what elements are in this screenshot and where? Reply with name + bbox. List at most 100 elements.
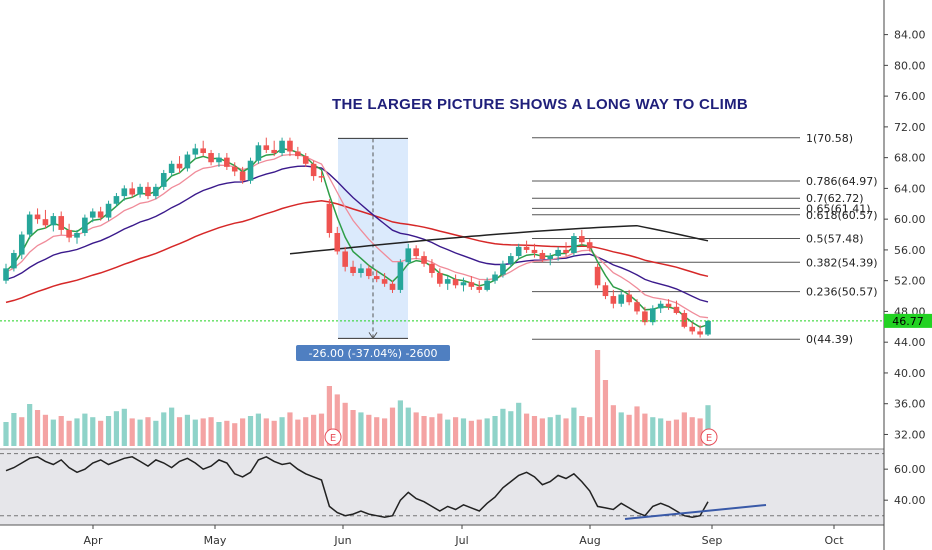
fib-level-label: 0.7(62.72) <box>806 192 864 205</box>
volume-bar <box>437 413 443 446</box>
candle-body <box>586 242 593 249</box>
volume-bar <box>342 402 348 446</box>
time-tick-label: Jun <box>333 534 351 547</box>
volume-bar <box>121 408 127 446</box>
earnings-marker <box>324 428 342 446</box>
candle-body <box>192 148 199 155</box>
volume-bar <box>681 412 687 446</box>
volume-bar <box>105 416 112 446</box>
volume-bar <box>366 414 372 446</box>
volume-bar <box>350 410 356 446</box>
volume-bar <box>295 419 301 446</box>
chart-title: THE LARGER PICTURE SHOWS A LONG WAY TO C… <box>332 96 748 113</box>
candle-body <box>429 263 435 273</box>
price-tick-label: 36.00 <box>894 398 926 411</box>
volume-bar <box>650 417 656 446</box>
volume-bar <box>240 418 246 446</box>
candle-body <box>468 282 475 287</box>
volume-bar <box>421 416 427 446</box>
volume-bar <box>303 417 309 446</box>
time-tick-label: Sep <box>702 534 723 547</box>
earnings-marker <box>700 428 718 446</box>
time-tick-label: Oct <box>824 534 844 547</box>
volume-bar <box>200 418 206 446</box>
candle-body <box>437 272 443 284</box>
candle-body <box>350 266 356 273</box>
volume-bar <box>255 413 262 446</box>
candle-body <box>105 203 112 218</box>
measure-badge-label: -26.00 (-37.04%) -2600 <box>309 347 438 360</box>
candle-body <box>263 145 270 150</box>
candle-body <box>634 302 640 312</box>
candle-body <box>121 188 128 197</box>
candle-body <box>460 282 467 286</box>
moving-averages <box>5 148 709 329</box>
candle-body <box>405 248 412 263</box>
fib-level-label: 0(44.39) <box>806 333 853 346</box>
candle-body <box>342 251 348 267</box>
candle-body <box>500 263 506 275</box>
candle-body <box>279 140 285 154</box>
candle-body <box>239 171 246 181</box>
price-tick-label: 44.00 <box>894 336 926 349</box>
candle-body <box>271 149 277 154</box>
price-tick-label: 32.00 <box>894 428 926 441</box>
current-price-badge <box>884 313 932 328</box>
measure-badge <box>296 345 450 361</box>
volume-bar <box>468 420 474 446</box>
volume-bar <box>34 410 41 446</box>
fib-level-label: 0.65(61.41) <box>806 202 871 215</box>
candle-body <box>334 232 341 252</box>
ma-pink-line <box>5 153 709 319</box>
candle-body <box>184 154 191 169</box>
volume-bar <box>689 417 695 446</box>
candle-body <box>50 216 57 226</box>
candle-body <box>153 186 159 197</box>
candle-body <box>421 256 427 264</box>
volume-bar <box>658 418 664 446</box>
candle-body <box>523 246 530 250</box>
candle-body <box>571 236 577 253</box>
candle-body <box>318 176 325 178</box>
volume-bar <box>374 417 380 446</box>
volume-bar <box>397 400 403 446</box>
candle-body <box>34 214 41 220</box>
candle-body <box>578 236 585 243</box>
volume-bar <box>610 405 616 446</box>
rsi-tick-label: 40.00 <box>894 494 926 507</box>
candle-body <box>381 279 388 284</box>
candle-body <box>11 252 17 269</box>
ma-black-line <box>289 224 709 255</box>
volume-bar <box>547 417 553 446</box>
time-tick-label: Apr <box>83 534 103 547</box>
volume-bar <box>508 411 514 446</box>
earnings-marker-label: E <box>330 433 336 444</box>
volume-bar <box>74 418 80 446</box>
candle-body <box>452 279 459 286</box>
fib-level-label: 0.382(54.39) <box>806 256 878 269</box>
rsi-tick-label: 60.00 <box>894 463 926 476</box>
candle-body <box>18 234 25 255</box>
volume-bar <box>216 422 222 446</box>
volume-bar <box>90 417 96 446</box>
price-badges: 46.77 <box>0 313 932 328</box>
candle-body <box>508 256 514 264</box>
volume-bar <box>587 417 593 446</box>
volume-bar <box>358 412 364 446</box>
volume-bar <box>137 419 143 446</box>
volume-bar <box>247 416 254 446</box>
volume-bar <box>500 408 506 446</box>
volume-bar <box>176 417 183 446</box>
fib-level-label: 0.786(64.97) <box>806 175 878 188</box>
candle-body <box>129 188 136 195</box>
candle-body <box>397 262 404 290</box>
volume-bar <box>3 422 9 446</box>
candle-body <box>247 160 254 181</box>
candle-body <box>626 294 632 303</box>
price-tick-label: 76.00 <box>894 90 926 103</box>
candle-body <box>208 153 214 163</box>
fib-level-label: 0.618(60.57) <box>806 209 878 222</box>
candle-body <box>224 157 230 167</box>
candle-body <box>42 219 49 226</box>
